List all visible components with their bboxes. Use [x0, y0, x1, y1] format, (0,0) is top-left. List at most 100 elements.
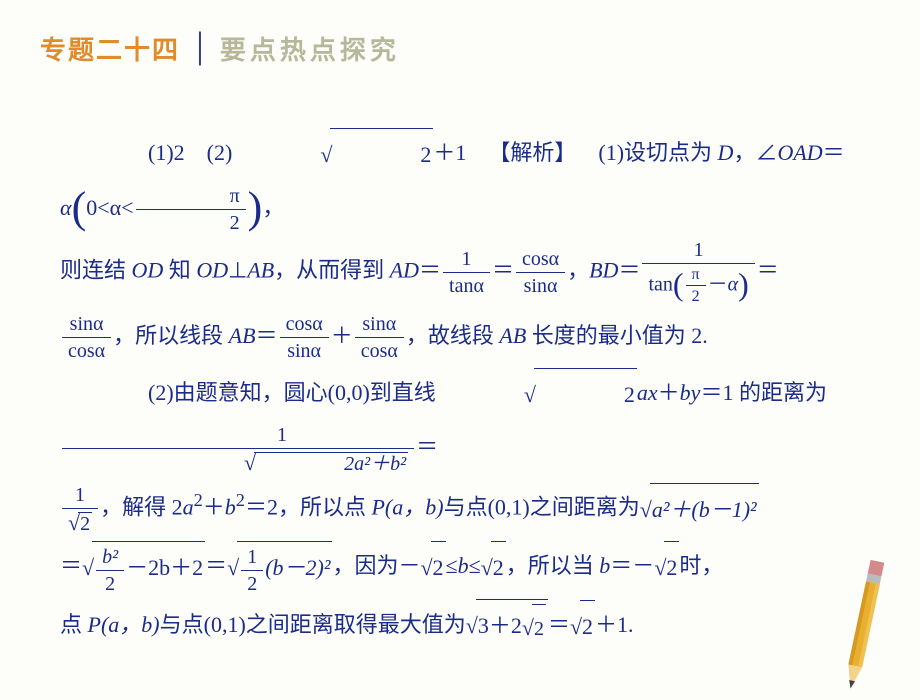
sup: 2	[236, 490, 245, 510]
header-divider: │	[190, 33, 210, 65]
var-OD: OD	[132, 257, 164, 282]
frac-1-sqrt2: 12	[62, 484, 98, 536]
perp: ⊥	[228, 257, 247, 282]
plus: ＋	[331, 323, 353, 348]
text: ，因为－	[332, 553, 420, 578]
sqrt-icon: 2	[436, 368, 637, 422]
var-AB: AB	[499, 323, 526, 348]
text: 长度的最小值为 2.	[526, 323, 708, 348]
text: ＋1.	[595, 612, 634, 637]
topic-number: 专题二十四	[40, 30, 180, 67]
eq: ＝－	[610, 553, 654, 578]
var-D: D	[718, 140, 734, 165]
pencil-icon	[830, 540, 900, 700]
sqrt-icon: 2a²＋b²	[156, 451, 408, 475]
sqrt-icon: 12(b－2)²	[227, 541, 332, 595]
range: 0<α<	[86, 195, 133, 220]
sqrt-icon: 2	[420, 541, 445, 595]
text: ＝2，所以点	[245, 495, 372, 520]
solution-content: (1)2 (2)2＋1 【解析】 (1)设切点为 D，∠OAD＝α(0<α<π2…	[0, 77, 920, 655]
eq: ＝	[256, 323, 278, 348]
line-2: 则连结 OD 知 OD⊥AB，从而得到 AD＝1tanα＝cosαsinα，BD…	[60, 239, 860, 306]
rparen-icon: )	[738, 266, 749, 302]
frac-1-tana: 1tanα	[443, 248, 490, 297]
eq: ＝	[416, 434, 438, 459]
le: ≤	[469, 553, 481, 578]
rparen-icon: )	[248, 183, 263, 232]
frac-cos-sin: cosαsinα	[516, 248, 565, 297]
coords: (a，b)	[385, 495, 444, 520]
text: 与点(0,1)之间距离取得最大值为	[160, 612, 466, 637]
lparen-icon: (	[673, 266, 684, 302]
var-OAD: OAD	[777, 140, 822, 165]
var-AD: AD	[390, 257, 419, 282]
answers-lead: (1)2 (2)	[148, 140, 232, 165]
var-OD: OD	[196, 257, 228, 282]
header-subtitle: 要点热点探究	[220, 30, 400, 67]
sqrt-icon: 2	[522, 602, 546, 655]
frac-1-tan-pi2-a: 1tan(π2－α)	[642, 239, 754, 306]
page-header: 专题二十四 │ 要点热点探究	[0, 0, 920, 77]
sqrt-icon: 3＋22	[466, 599, 548, 654]
text: ，所以当	[506, 553, 600, 578]
eq: ＝	[823, 140, 845, 165]
var-by: by	[680, 380, 701, 405]
line-3: sinαcosα，所以线段 AB＝cosαsinα＋sinαcosα，故线段 A…	[60, 310, 860, 363]
text: ，从而得到	[274, 257, 390, 282]
var-b: b	[225, 495, 236, 520]
eq: ＝	[548, 612, 570, 637]
text: ，解得 2	[100, 495, 183, 520]
var-AB: AB	[229, 323, 256, 348]
line-1: (1)2 (2)2＋1 【解析】 (1)设切点为 D，∠OAD＝ α(0<α<π2…	[60, 127, 860, 235]
var-ax: ax	[637, 380, 658, 405]
text: 则连结	[60, 257, 132, 282]
sqrt-icon: b²2－2b＋2	[82, 541, 205, 595]
frac-1-2: 12	[241, 546, 263, 595]
frac-sin-cos-2: sinαcosα	[355, 313, 404, 362]
plus: ＋	[658, 380, 680, 405]
text: (2)由题意知，圆心(0,0)到直线	[148, 380, 436, 405]
eq: ＝	[757, 257, 779, 282]
frac-cos-sin-2: cosαsinα	[280, 313, 329, 362]
sqrt-icon: 2	[654, 541, 679, 595]
line-7: 点 P(a，b)与点(0,1)之间距离取得最大值为3＋22＝2＋1.	[60, 599, 860, 655]
eq: ＝	[205, 553, 227, 578]
frac-b2-2: b²2	[96, 546, 124, 595]
text: ，∠	[733, 140, 777, 165]
sqrt-icon: 2	[68, 511, 92, 535]
frac-pi-2: π2	[136, 185, 246, 234]
plus: ＋	[203, 495, 225, 520]
eq: ＝	[492, 257, 514, 282]
text: 时，	[679, 553, 723, 578]
frac-dist: 12a²＋b²	[62, 424, 414, 476]
var-BD: BD	[589, 257, 618, 282]
text: ＝1 的距离为	[700, 380, 827, 405]
sqrt-icon: a²＋(b－1)²	[640, 483, 759, 537]
var-a: a	[183, 495, 194, 520]
text: ＋1 【解析】 (1)设切点为	[433, 140, 717, 165]
frac-pi-2-inner: π2	[686, 266, 706, 306]
comma: ，	[262, 195, 284, 220]
line-4: (2)由题意知，圆心(0,0)到直线2ax＋by＝1 的距离为 12a²＋b²＝	[60, 367, 860, 476]
eq: ＝	[618, 257, 640, 282]
line-5: 12，解得 2a2＋b2＝2，所以点 P(a，b)与点(0,1)之间距离为a²＋…	[60, 479, 860, 536]
var-b: b	[599, 553, 610, 578]
coords: (a，b)	[101, 612, 160, 637]
frac-sin-cos: sinαcosα	[62, 313, 111, 362]
text: 与点(0,1)之间距离为	[444, 495, 640, 520]
var-b: b	[458, 553, 469, 578]
lparen-icon: (	[72, 183, 87, 232]
var-alpha: α	[60, 195, 72, 220]
sqrt-icon: 2	[232, 128, 433, 182]
text: 点	[60, 612, 88, 637]
comma: ，	[567, 257, 589, 282]
sqrt-icon: 2	[481, 541, 506, 595]
text: ，故线段	[406, 323, 500, 348]
text: ，所以线段	[113, 323, 229, 348]
var-P: P	[88, 612, 101, 637]
sqrt-icon: 2	[570, 600, 595, 654]
text: 知	[163, 257, 196, 282]
var-P: P	[371, 495, 384, 520]
eq: ＝	[419, 257, 441, 282]
var-AB: AB	[247, 257, 274, 282]
